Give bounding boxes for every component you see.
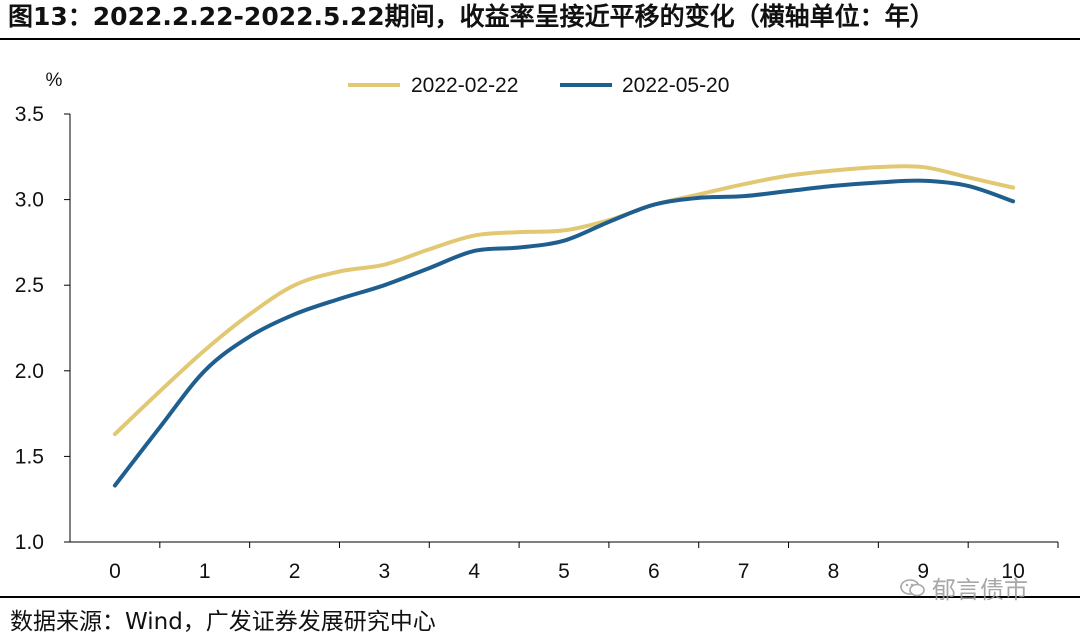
series-line-1 <box>112 178 1016 488</box>
x-tick-label: 4 <box>468 560 480 583</box>
x-tick-label: 1 <box>199 560 211 583</box>
top-divider <box>0 38 1080 40</box>
line-chart: 1.0 1.5 2.0 2.5 3.0 3.5% 0 1 2 3 4 5 6 7 8 9 10 2022-02-… <box>15 70 1059 583</box>
y-tick-label: 2.5 <box>15 274 44 297</box>
watermark: 郁言债市 <box>900 570 1028 605</box>
x-tick-label: 6 <box>648 560 660 583</box>
x-tick-label: 2 <box>289 560 301 583</box>
x-tick-label: 10 <box>1001 560 1024 583</box>
x-tick-label: 9 <box>917 560 929 583</box>
x-tick-label: 0 <box>109 560 121 583</box>
y-tick-label: 1.5 <box>15 445 44 468</box>
legend-label-0: 2022-02-22 <box>411 74 518 97</box>
chart-series <box>112 164 1016 488</box>
x-tick-label: 7 <box>738 560 750 583</box>
wechat-icon <box>900 576 926 604</box>
chart-title: 图13：2022.2.22-2022.5.22期间，收益率呈接近平移的变化（横轴… <box>8 2 935 31</box>
series-line-0 <box>112 164 1016 437</box>
chart-axes: 1.0 1.5 2.0 2.5 3.0 3.5% 0 1 2 3 4 5 6 7 8 9 10 <box>15 70 1059 583</box>
y-tick-label: 1.0 <box>15 531 44 554</box>
y-unit-label: % <box>46 70 63 91</box>
x-tick-label: 3 <box>379 560 391 583</box>
y-tick-label: 3.5 <box>15 103 44 126</box>
source-note: 数据来源：Wind，广发证券发展研究中心 <box>10 609 436 635</box>
y-tick-label: 3.0 <box>15 189 44 212</box>
x-tick-label: 5 <box>558 560 570 583</box>
legend-label-1: 2022-05-20 <box>622 74 729 97</box>
chart-legend: 2022-02-22 2022-05-20 <box>348 74 729 97</box>
watermark-text: 郁言债市 <box>932 576 1028 604</box>
bottom-divider <box>0 596 1080 598</box>
x-tick-label: 8 <box>828 560 840 583</box>
y-tick-label: 2.0 <box>15 360 44 383</box>
